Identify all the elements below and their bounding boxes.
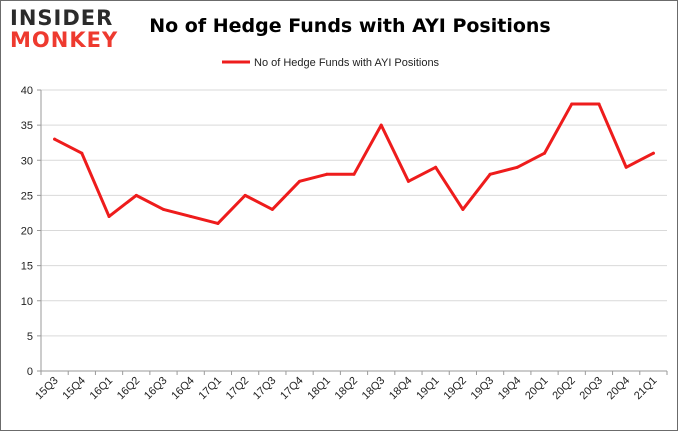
x-tick-label: 16Q1 bbox=[88, 375, 116, 403]
y-tick-label: 35 bbox=[21, 120, 33, 132]
logo-line-insider: INSIDER bbox=[10, 6, 114, 30]
data-point bbox=[352, 172, 356, 176]
x-tick-label: 17Q2 bbox=[224, 375, 252, 403]
data-point bbox=[651, 151, 655, 155]
x-tick-label: 19Q3 bbox=[469, 375, 497, 403]
legend-label: No of Hedge Funds with AYI Positions bbox=[254, 57, 440, 69]
x-tick-label: 16Q2 bbox=[115, 375, 143, 403]
y-tick-label: 20 bbox=[21, 226, 33, 238]
data-point bbox=[134, 193, 138, 197]
x-tick-label: 20Q4 bbox=[605, 375, 633, 403]
data-point bbox=[624, 165, 628, 169]
data-point bbox=[161, 207, 165, 211]
y-tick-label: 25 bbox=[21, 190, 33, 202]
data-point bbox=[406, 179, 410, 183]
x-tick-label: 20Q3 bbox=[578, 375, 606, 403]
chart-title: No of Hedge Funds with AYI Positions bbox=[149, 15, 551, 37]
x-tick-label: 21Q1 bbox=[632, 375, 660, 403]
data-point bbox=[298, 179, 302, 183]
x-tick-label: 16Q3 bbox=[142, 375, 170, 403]
data-point bbox=[570, 102, 574, 106]
x-tick-label: 17Q1 bbox=[197, 375, 225, 403]
y-tick-label: 5 bbox=[27, 331, 33, 343]
y-axis: 0 5 10 15 20 25 30 35 40 bbox=[21, 85, 42, 378]
data-point bbox=[270, 207, 274, 211]
x-tick-label: 19Q2 bbox=[441, 375, 469, 403]
x-tick-label: 15Q4 bbox=[60, 375, 88, 403]
series-line bbox=[53, 102, 655, 225]
y-tick-label: 40 bbox=[21, 85, 33, 97]
data-point bbox=[461, 207, 465, 211]
data-point bbox=[243, 193, 247, 197]
x-tick-label: 18Q3 bbox=[360, 375, 388, 403]
logo-line-monkey: MONKEY bbox=[10, 28, 119, 52]
x-tick-label: 17Q4 bbox=[278, 375, 306, 403]
gridlines bbox=[41, 89, 667, 372]
x-tick-label: 18Q1 bbox=[305, 375, 333, 403]
y-tick-label: 10 bbox=[21, 296, 33, 308]
data-point bbox=[515, 165, 519, 169]
x-tick-label: 18Q2 bbox=[333, 375, 361, 403]
data-point bbox=[189, 214, 193, 218]
data-point bbox=[107, 214, 111, 218]
x-tick-label: 18Q4 bbox=[387, 375, 415, 403]
data-point bbox=[379, 123, 383, 127]
x-tick-label: 15Q3 bbox=[33, 375, 61, 403]
insider-monkey-logo: INSIDER MONKEY bbox=[10, 8, 130, 51]
data-point bbox=[434, 165, 438, 169]
x-tick-label: 20Q2 bbox=[550, 375, 578, 403]
series-layer bbox=[53, 102, 655, 225]
legend: No of Hedge Funds with AYI Positions bbox=[222, 57, 440, 69]
x-tick-label: 20Q1 bbox=[523, 375, 551, 403]
data-point bbox=[597, 102, 601, 106]
y-tick-label: 15 bbox=[21, 261, 33, 273]
x-tick-label: 17Q3 bbox=[251, 375, 279, 403]
x-tick-label: 16Q4 bbox=[169, 375, 197, 403]
y-tick-label: 30 bbox=[21, 155, 33, 167]
data-point bbox=[325, 172, 329, 176]
y-tick-label: 0 bbox=[27, 366, 33, 378]
data-point bbox=[53, 137, 57, 141]
data-point bbox=[80, 151, 84, 155]
x-tick-label: 19Q1 bbox=[414, 375, 442, 403]
x-tick-label: 19Q4 bbox=[496, 375, 524, 403]
x-axis: 15Q3 15Q4 16Q1 16Q2 16Q3 16Q4 17Q1 17Q2 17Q3 17Q4… bbox=[33, 370, 668, 403]
data-point bbox=[543, 151, 547, 155]
data-point bbox=[216, 221, 220, 225]
data-point bbox=[488, 172, 492, 176]
